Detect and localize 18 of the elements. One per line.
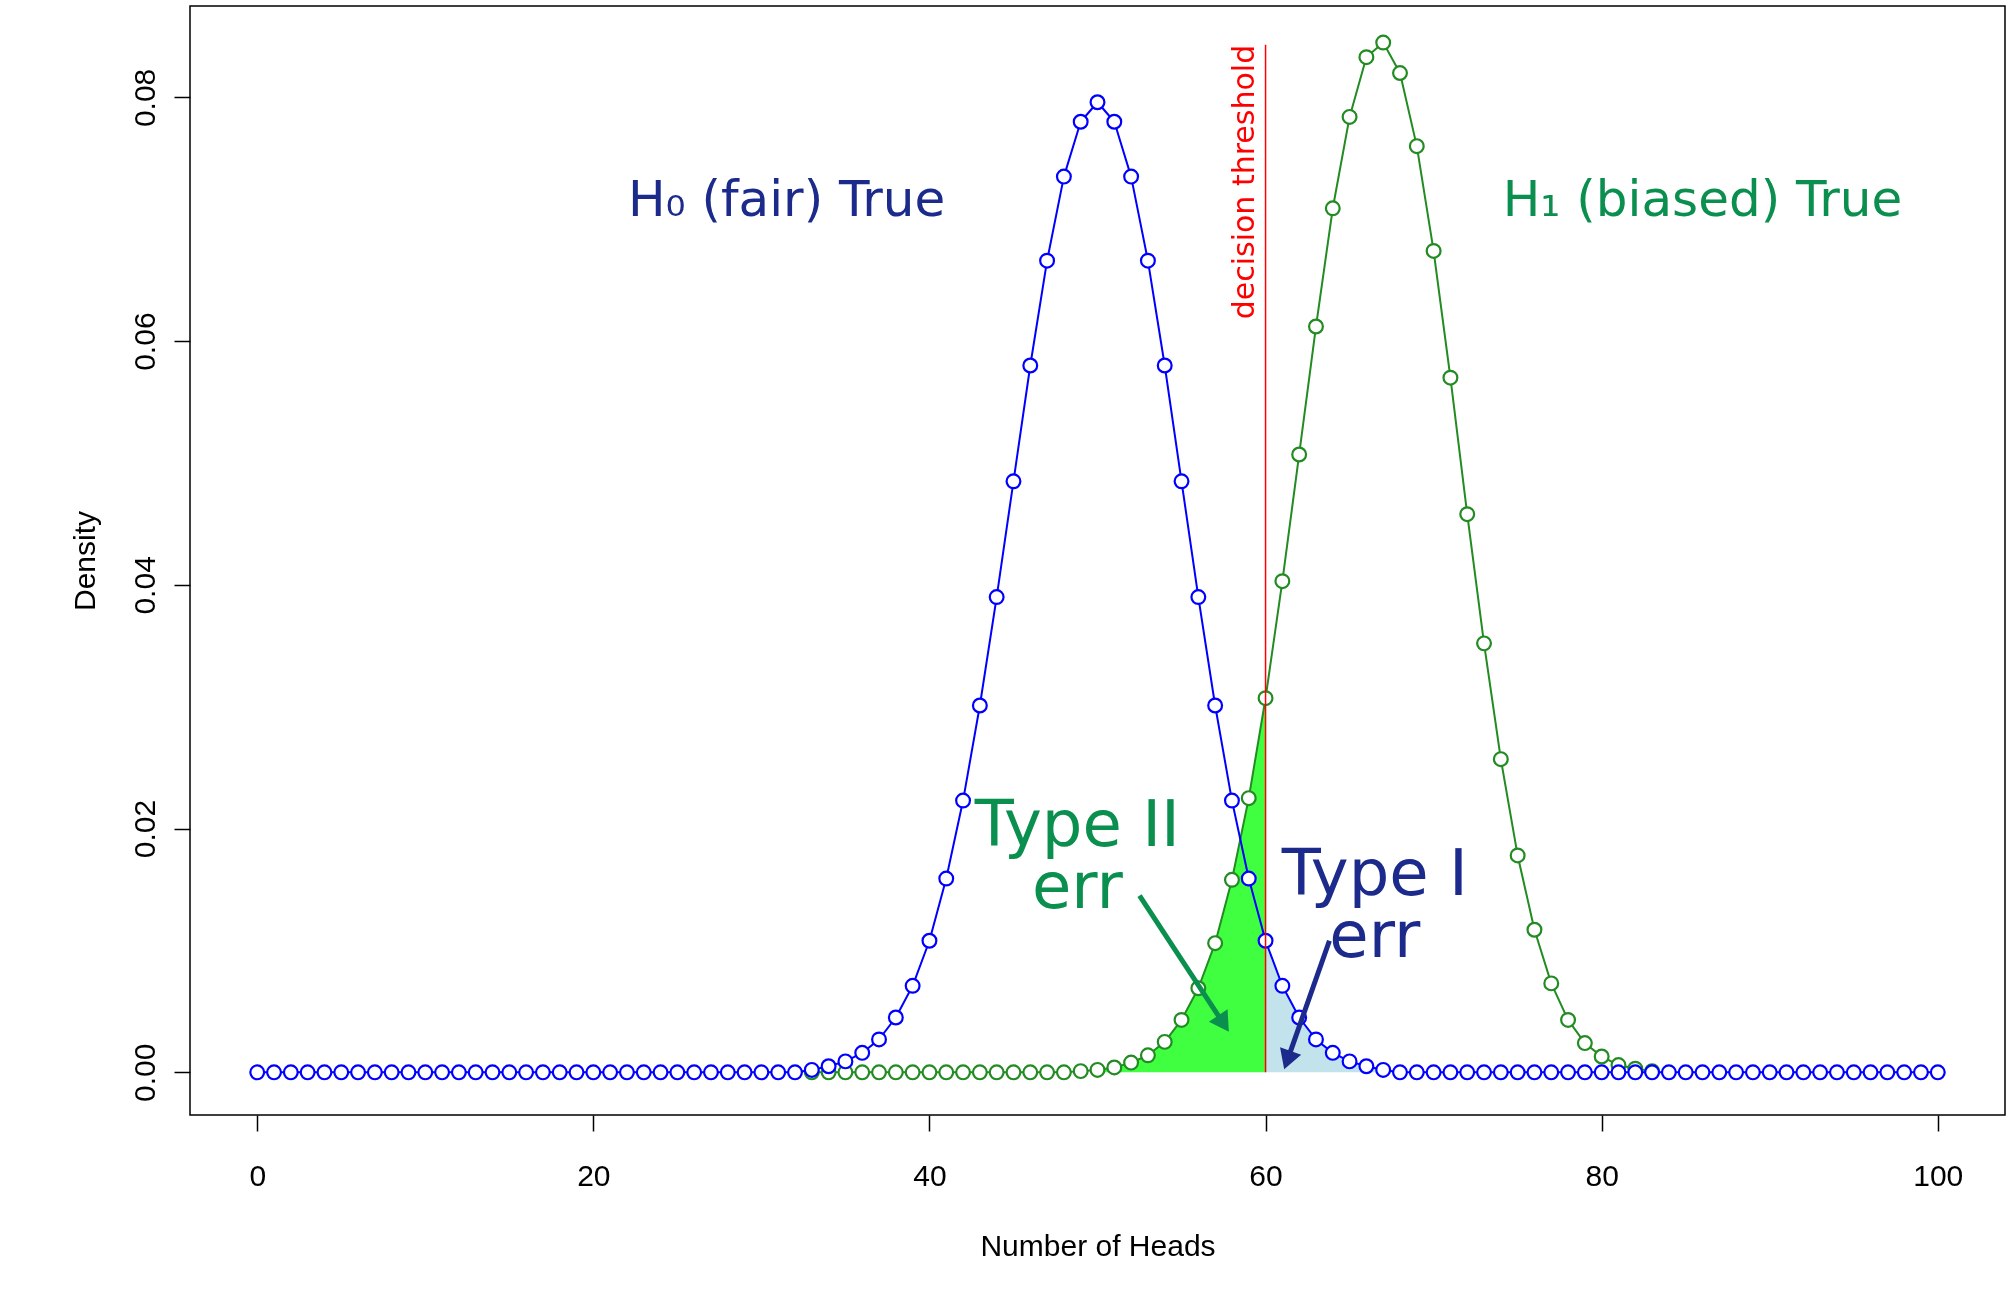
x-tick-label: 80	[1585, 1158, 1619, 1192]
ref-line-label: decision threshold	[1225, 44, 1261, 320]
x-tick-label: 60	[1249, 1158, 1283, 1192]
y-tick-label: 0.02	[127, 799, 161, 859]
y-tick-label: 0.08	[127, 68, 161, 128]
x-tick-label: 40	[913, 1158, 947, 1192]
x-tick-label: 0	[249, 1158, 267, 1192]
y-tick-label: 0.04	[127, 556, 161, 615]
annotation: H₁ (biased) True	[1502, 169, 1903, 228]
y-tick-label: 0.06	[127, 312, 161, 371]
annotation: Type II err	[973, 787, 1180, 924]
annotation: H₀ (fair) True	[627, 169, 946, 228]
y-axis-title: Density	[67, 510, 101, 612]
annotation: Type I err	[1280, 835, 1468, 972]
x-axis-title: Number of Heads	[980, 1228, 1216, 1262]
x-tick-label: 100	[1913, 1158, 1964, 1192]
x-tick-label: 20	[577, 1158, 611, 1192]
y-tick-label: 0.00	[127, 1043, 161, 1103]
